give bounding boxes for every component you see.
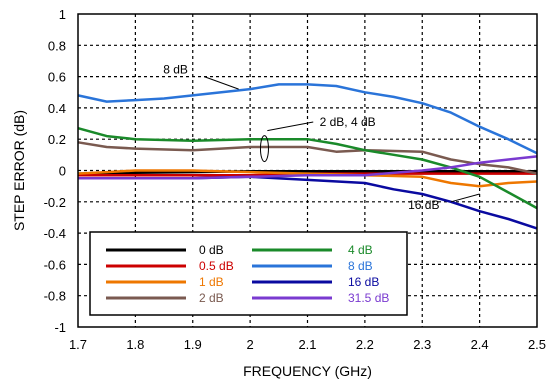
y-tick-label: 0.4 [48, 101, 66, 116]
x-tick-label: 1.7 [69, 337, 87, 352]
x-tick-label: 1.9 [184, 337, 202, 352]
annotation-16db: 16 dB [408, 198, 439, 212]
x-axis-title: FREQUENCY (GHz) [243, 363, 372, 379]
series-line-8-db [77, 83, 538, 155]
series-lines [77, 83, 538, 230]
series-line-4-db [77, 126, 538, 210]
x-tick-label: 2.2 [356, 337, 374, 352]
x-tick-label: 2.3 [413, 337, 431, 352]
series-line-2-db [77, 141, 538, 175]
y-tick-label: -0.8 [44, 289, 66, 304]
leader-line-8db [204, 76, 239, 90]
y-axis-title: STEP ERROR (dB) [11, 110, 27, 231]
leader-line-2db-4db [267, 121, 314, 132]
series-line-31-5-db [78, 155, 538, 180]
y-tick-label: 0 [59, 164, 66, 179]
legend-label: 2 dB [199, 291, 224, 305]
legend-label: 4 dB [348, 243, 373, 257]
x-tick-label: 1.8 [126, 337, 144, 352]
annotation-2db-4db: 2 dB, 4 dB [320, 115, 376, 129]
legend-label: 1 dB [199, 275, 224, 289]
annotation-8db: 8 dB [163, 62, 188, 76]
y-tick-label: 0.8 [48, 38, 66, 53]
y-tick-label: 1 [59, 7, 66, 22]
annotations: 8 dB 2 dB, 4 dB 16 dB [163, 62, 480, 212]
legend-label: 0 dB [199, 243, 224, 257]
legend-label: 0.5 dB [199, 259, 234, 273]
legend-label: 16 dB [348, 275, 379, 289]
legend-label: 8 dB [348, 259, 373, 273]
x-tick-label: 2.4 [471, 337, 489, 352]
x-tick-labels: 1.7 1.8 1.9 2 2.1 2.2 2.3 2.4 2.5 [69, 337, 546, 352]
y-tick-label: -1 [54, 320, 66, 335]
x-tick-label: 2.1 [298, 337, 316, 352]
y-tick-label: -0.6 [44, 257, 66, 272]
y-tick-label: -0.2 [44, 195, 66, 210]
x-tick-label: 2.5 [528, 337, 546, 352]
legend-box [89, 231, 408, 316]
y-tick-label: 0.6 [48, 70, 66, 85]
y-tick-labels: 1 0.8 0.6 0.4 0.2 0 -0.2 -0.4 -0.6 -0.8 -1 [44, 7, 66, 335]
plot-frame [77, 13, 538, 328]
legend-label: 31.5 dB [348, 291, 389, 305]
leader-line-16db [450, 193, 480, 203]
y-tick-label: 0.2 [48, 132, 66, 147]
series-line-1-db [77, 169, 538, 188]
y-tick-label: -0.4 [44, 226, 66, 241]
x-tick-label: 2 [247, 337, 254, 352]
legend: 0 dB 0.5 dB 1 dB 2 dB 4 dB 8 dB 16 dB 31.5 dB [89, 231, 408, 316]
bracket-ellipse [259, 135, 269, 163]
